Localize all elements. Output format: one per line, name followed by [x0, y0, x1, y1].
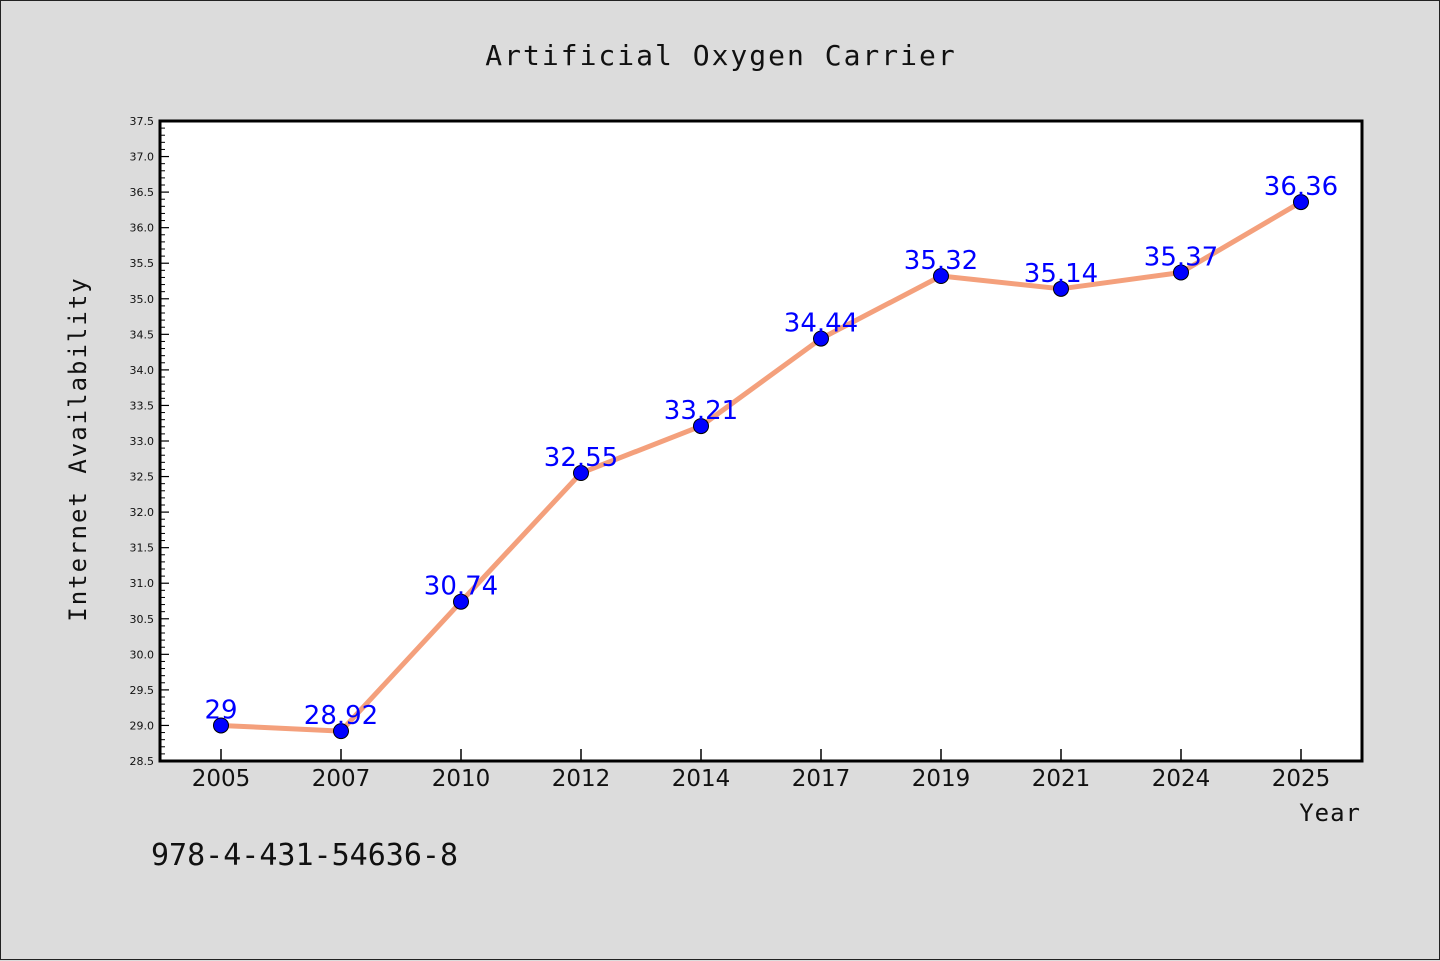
y-axis: 28.5 29.0 29.5 30.0 30.5 31.0 31.5 32.0 32.5 33.0…	[130, 115, 169, 768]
y-tick-label: 28.5	[130, 755, 155, 768]
data-label: 35.32	[904, 246, 978, 276]
plot-area	[158, 119, 1364, 763]
data-label: 35.37	[1144, 242, 1218, 272]
y-tick-label: 34.5	[130, 328, 155, 341]
y-tick-label: 32.5	[130, 471, 155, 484]
data-point	[333, 723, 349, 740]
data-label: 34.44	[784, 309, 858, 339]
x-tick-label: 2021	[1032, 766, 1091, 792]
y-tick-label: 35.5	[130, 257, 155, 270]
isbn-text: 978-4-431-54636-8	[151, 838, 458, 873]
x-tick-label: 2014	[672, 766, 731, 792]
y-tick-label: 31.0	[130, 577, 155, 590]
x-tick-label: 2025	[1272, 766, 1331, 792]
data-label: 29	[204, 695, 237, 725]
data-point	[813, 330, 829, 347]
y-tick-label: 31.5	[130, 542, 155, 555]
x-axis: 2005 2007 2010 2012 2014 2017 2019 2021 2024 2025	[192, 749, 1331, 792]
series-line	[218, 199, 1304, 734]
data-point	[213, 717, 229, 734]
y-tick-label: 29.0	[130, 719, 155, 732]
data-point	[1293, 194, 1309, 211]
y-axis-label: Internet Availability	[64, 276, 92, 621]
data-label: 35.14	[1024, 259, 1098, 289]
y-tick-label: 35.0	[130, 293, 155, 306]
y-tick-label: 33.0	[130, 435, 155, 448]
y-tick-label: 30.5	[130, 613, 155, 626]
data-point	[453, 593, 469, 610]
x-axis-label: Year	[1299, 799, 1361, 827]
chart-title: Artificial Oxygen Carrier	[485, 39, 956, 72]
data-label: 28.92	[304, 701, 378, 731]
y-tick-label: 33.5	[130, 399, 155, 412]
data-label: 30.74	[424, 572, 498, 602]
x-tick-label: 2005	[192, 766, 251, 792]
data-point	[573, 465, 589, 481]
y-tick-label: 37.5	[130, 115, 155, 128]
data-point	[693, 418, 709, 435]
y-tick-label: 29.5	[130, 684, 155, 697]
data-labels: 29 28.92 30.74 32.55 33.21 34.44 35.32 35.14 35.…	[204, 172, 1338, 731]
x-tick-label: 2012	[552, 766, 611, 792]
x-tick-label: 2017	[792, 766, 851, 792]
series-markers	[213, 194, 1309, 740]
y-tick-label: 37.0	[130, 151, 155, 164]
y-tick-label: 36.5	[130, 186, 155, 199]
x-tick-label: 2007	[312, 766, 371, 792]
x-tick-label: 2019	[912, 766, 971, 792]
data-point	[1053, 280, 1069, 297]
y-tick-label: 30.0	[130, 648, 155, 661]
data-label: 33.21	[664, 396, 738, 426]
x-tick-label: 2010	[432, 766, 491, 792]
data-point	[933, 268, 949, 285]
y-tick-label: 32.0	[130, 506, 155, 519]
x-tick-label: 2024	[1152, 766, 1211, 792]
data-label: 32.55	[544, 443, 618, 473]
y-tick-label: 36.0	[130, 222, 155, 235]
data-point	[1173, 264, 1189, 281]
y-tick-label: 34.0	[130, 364, 155, 377]
data-label: 36.36	[1264, 172, 1338, 202]
